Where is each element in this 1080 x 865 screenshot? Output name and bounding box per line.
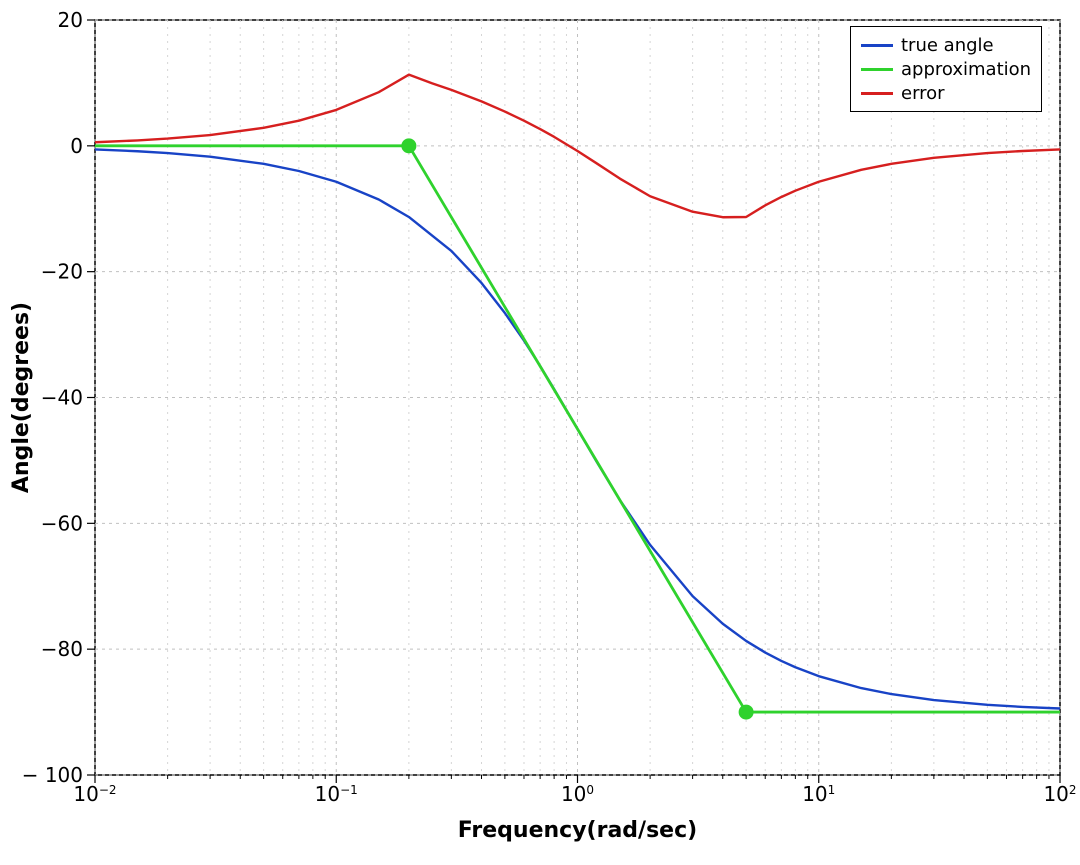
bode-phase-chart: − 100−80−60−40−2002010−210−1100101102Ang… [0, 0, 1080, 865]
svg-text:−80: −80 [41, 637, 83, 661]
svg-text:−20: −20 [41, 260, 83, 284]
svg-text:Frequency(rad/sec): Frequency(rad/sec) [458, 818, 697, 843]
legend-swatch [861, 92, 893, 95]
legend-item: error [861, 81, 1031, 105]
legend-swatch [861, 44, 893, 47]
legend: true angle approximation error [850, 26, 1042, 112]
svg-text:0: 0 [70, 134, 83, 158]
legend-item: true angle [861, 33, 1031, 57]
svg-text:−60: −60 [41, 511, 83, 535]
chart-canvas: − 100−80−60−40−2002010−210−1100101102Ang… [0, 0, 1080, 865]
svg-text:Angle(degrees): Angle(degrees) [9, 302, 34, 493]
legend-label: approximation [901, 59, 1031, 80]
legend-swatch [861, 68, 893, 71]
svg-text:−40: −40 [41, 386, 83, 410]
legend-label: error [901, 83, 945, 104]
svg-text:20: 20 [58, 8, 83, 32]
legend-label: true angle [901, 35, 994, 56]
legend-item: approximation [861, 57, 1031, 81]
